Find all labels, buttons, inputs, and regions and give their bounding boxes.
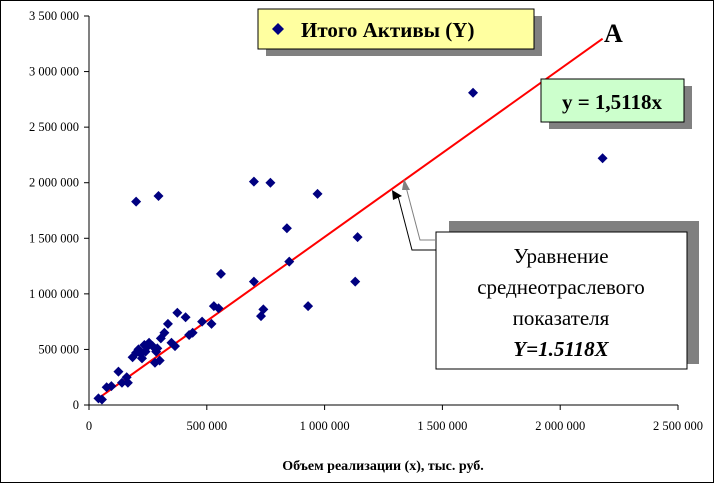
axes: [88, 16, 678, 406]
note-box: [435, 231, 688, 370]
note-arrowhead-gray: [402, 179, 410, 190]
legend-label: Итого Активы (Y): [301, 18, 474, 42]
data-points: [93, 87, 608, 405]
data-point: [248, 176, 259, 187]
data-point: [162, 318, 173, 329]
x-tick-label: 1 500 000: [417, 419, 467, 433]
note-pointer-gray: [405, 186, 436, 241]
data-point: [468, 87, 479, 98]
data-point: [131, 196, 142, 207]
data-point: [213, 303, 224, 314]
trend-line: [97, 37, 604, 400]
x-tick-group: 0 500 000 1 000 000 1 500 000 2 000 000 2 500…: [86, 405, 703, 433]
y-tick-label: 2 000 000: [29, 176, 79, 190]
y-tick-label: 1 500 000: [29, 231, 79, 245]
data-point: [352, 232, 363, 243]
data-point: [187, 327, 198, 338]
legend-box: [257, 8, 535, 50]
data-point: [116, 377, 127, 388]
data-point: [258, 304, 269, 315]
data-point: [106, 381, 117, 392]
note-line-1: Уравнение: [513, 244, 608, 268]
data-point: [180, 312, 191, 323]
line-letter-label: A: [604, 19, 623, 48]
y-tick-label: 500 000: [38, 342, 79, 356]
note-arrowhead-black: [392, 190, 402, 200]
data-point: [206, 318, 217, 329]
y-tick-label: 1 000 000: [29, 287, 79, 301]
legend: Итого Активы (Y): [257, 8, 542, 56]
data-point: [96, 394, 107, 405]
equation-box: y = 1,5118x: [540, 78, 692, 129]
note-pointer-black: [397, 195, 436, 251]
legend-diamond-icon: [272, 23, 284, 35]
data-point: [153, 191, 164, 202]
data-point: [215, 268, 226, 279]
y-tick-label: 0: [73, 398, 79, 412]
data-point: [281, 223, 292, 234]
data-point: [350, 276, 361, 287]
data-point: [137, 353, 148, 364]
data-point: [312, 188, 323, 199]
equation-panel: [540, 78, 685, 123]
note-line-2: среднеотраслевого: [477, 275, 645, 299]
data-point: [303, 301, 314, 312]
note-formula: Y=1.5118X: [513, 337, 609, 361]
data-point: [284, 256, 295, 267]
equation-text: y = 1,5118x: [562, 90, 663, 114]
note-callout: Уравнение среднеотраслевого показателя Y…: [392, 179, 699, 370]
note-line-3: показателя: [513, 306, 610, 330]
x-tick-label: 2 500 000: [653, 419, 703, 433]
x-tick-label: 2 000 000: [535, 419, 585, 433]
data-point: [159, 327, 170, 338]
data-point: [197, 316, 208, 327]
data-point: [265, 177, 276, 188]
y-tick-label: 3 000 000: [29, 65, 79, 79]
data-point: [152, 343, 163, 354]
y-tick-label: 2 500 000: [29, 120, 79, 134]
data-point: [113, 366, 124, 377]
data-point: [248, 276, 259, 287]
data-point: [122, 377, 133, 388]
y-tick-label: 3 500 000: [29, 9, 79, 23]
data-point: [172, 307, 183, 318]
data-point: [169, 341, 180, 352]
x-axis-label: Объем реализации (x), тыс. руб.: [282, 459, 484, 474]
data-point: [154, 355, 165, 366]
y-tick-group: 0 500 000 1 000 000 1 500 000 2 000 000 2 500…: [29, 9, 89, 412]
x-tick-label: 1 000 000: [300, 419, 350, 433]
x-tick-label: 500 000: [186, 419, 227, 433]
data-point: [597, 153, 608, 164]
x-tick-label: 0: [86, 419, 92, 433]
